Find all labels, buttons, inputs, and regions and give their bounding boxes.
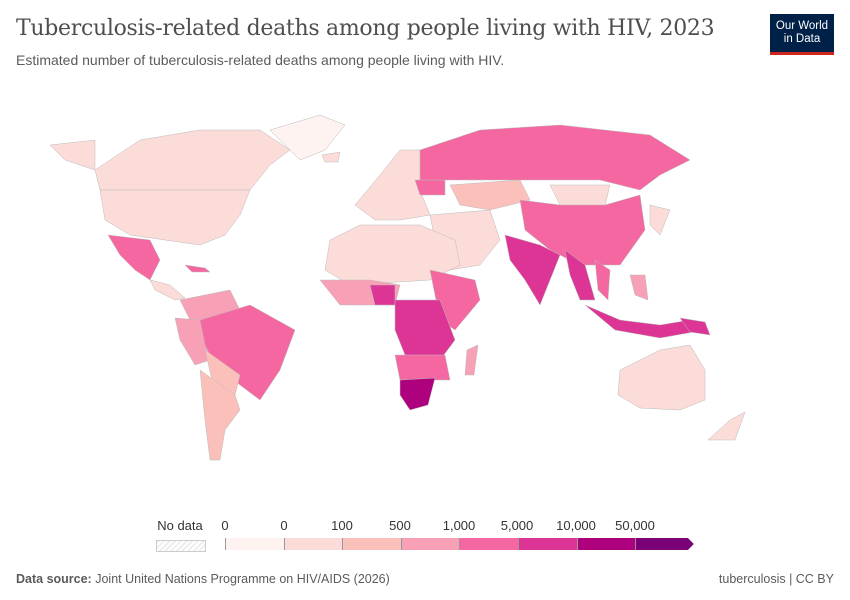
legend-tick: 0 [221, 518, 229, 533]
legend-bin[interactable] [635, 538, 694, 550]
region-greenland[interactable] [269, 114, 346, 161]
region-australia[interactable] [617, 344, 706, 411]
region-madagascar[interactable] [464, 344, 479, 376]
region-peru[interactable] [174, 317, 211, 366]
legend-tick: 100 [331, 518, 353, 533]
region-southern-africa[interactable] [394, 354, 451, 381]
legend-bin[interactable] [342, 538, 401, 550]
footer-license[interactable]: tuberculosis | CC BY [718, 572, 834, 586]
region-caribbean[interactable] [184, 264, 211, 273]
legend-bin[interactable] [517, 538, 577, 550]
legend-tick: 50,000 [615, 518, 655, 533]
region-new-zealand[interactable] [707, 411, 746, 441]
region-canada[interactable] [94, 129, 291, 191]
legend-tick: 1,000 [442, 518, 476, 533]
owid-logo[interactable]: Our World in Data [770, 14, 834, 55]
world-map [49, 114, 746, 461]
legend-no-data-label: No data [157, 518, 203, 533]
region-russia[interactable] [419, 124, 691, 191]
data-source-label: Data source: [16, 572, 92, 586]
region-mexico[interactable] [107, 234, 161, 281]
region-vietnam[interactable] [594, 259, 611, 301]
data-source-link[interactable]: Joint United Nations Programme on HIV/AI… [95, 572, 390, 586]
region-argentina-chile[interactable] [199, 369, 241, 461]
region-north-africa[interactable] [324, 224, 461, 286]
region-brazil[interactable] [199, 304, 296, 401]
region-iceland[interactable] [321, 151, 341, 163]
region-kazakhstan[interactable] [449, 179, 531, 211]
region-central-america[interactable] [149, 279, 186, 301]
legend-bin[interactable] [400, 538, 460, 550]
legend-color-bins [225, 538, 694, 550]
region-myanmar-thailand[interactable] [564, 249, 596, 301]
region-china[interactable] [519, 194, 646, 266]
region-south-africa[interactable] [399, 377, 436, 411]
legend-bin[interactable] [576, 538, 636, 550]
legend: No data 0 0 100 500 1,000 5,000 10,000 5… [0, 518, 850, 558]
data-source: Data source: Joint United Nations Progra… [16, 572, 390, 586]
legend-tick: 500 [389, 518, 411, 533]
legend-tick: 0 [280, 518, 288, 533]
page-title: Tuberculosis-related deaths among people… [16, 16, 715, 41]
region-philippines[interactable] [629, 274, 649, 301]
legend-tick: 5,000 [500, 518, 534, 533]
subtitle: Estimated number of tuberculosis-related… [16, 52, 505, 68]
legend-tick: 10,000 [556, 518, 596, 533]
region-usa[interactable] [99, 189, 251, 246]
region-ukraine[interactable] [414, 179, 446, 196]
region-alaska[interactable] [49, 139, 96, 171]
region-png[interactable] [679, 317, 711, 336]
region-india[interactable] [504, 234, 561, 306]
region-japan-korea[interactable] [649, 204, 671, 236]
region-mongolia[interactable] [549, 184, 611, 206]
legend-bin[interactable] [459, 538, 518, 550]
legend-no-data-swatch[interactable] [156, 540, 206, 552]
legend-bin[interactable] [225, 538, 284, 550]
legend-bin[interactable] [283, 538, 343, 550]
